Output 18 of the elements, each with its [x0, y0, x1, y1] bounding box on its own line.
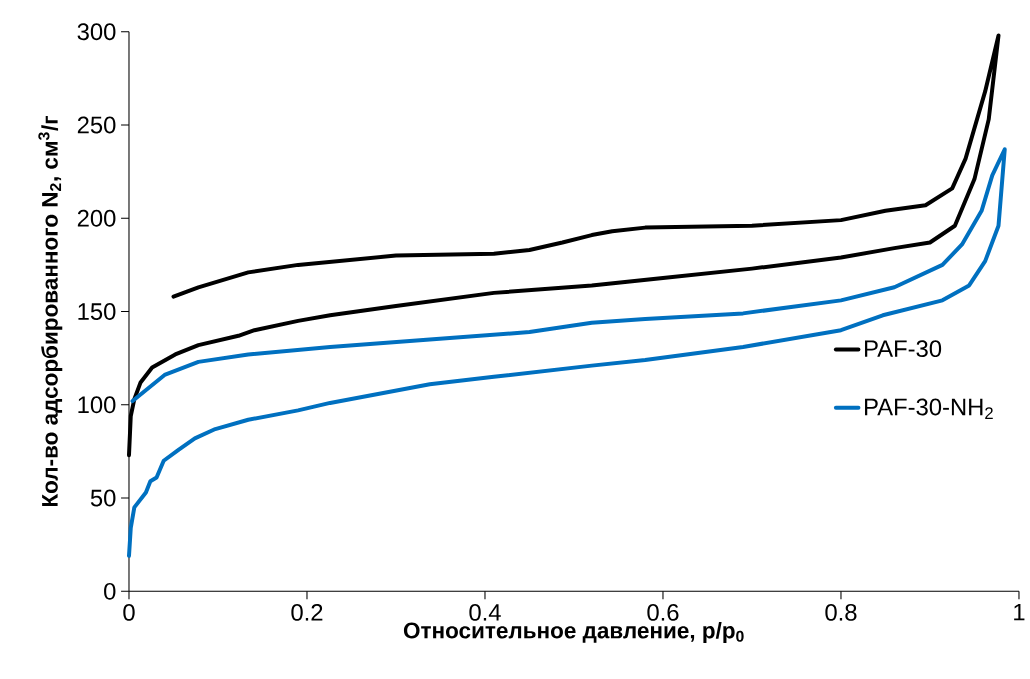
y-tick-label: 150	[78, 303, 116, 321]
y-tick-label: 200	[77, 210, 116, 227]
x-tick-label: 0.2	[291, 604, 323, 621]
y-axis-title: Кол-во адсорбированного N$_{2}$, см$^{3}$/г	[38, 116, 63, 507]
x-tick-label: 0.6	[647, 604, 679, 621]
y-tick-label: 300	[77, 23, 116, 41]
x-tick-label: 1	[1014, 604, 1025, 621]
y-tick-label: 0	[104, 583, 116, 600]
x-axis-title: Относительное давление, p/p$_{0}$	[403, 622, 744, 644]
legend-label: PAF-30	[865, 340, 942, 358]
y-tick-label: 50	[90, 489, 116, 507]
x-tick-label: 0	[123, 604, 135, 621]
line-series	[127, 147, 1007, 559]
legend-label: PAF-30-NH$_{2}$	[865, 398, 993, 420]
x-tick-label: 0.4	[469, 604, 501, 621]
y-tick-label: 100	[78, 396, 116, 414]
x-tick-label: 0.8	[825, 604, 857, 621]
y-tick-label: 250	[77, 116, 116, 134]
